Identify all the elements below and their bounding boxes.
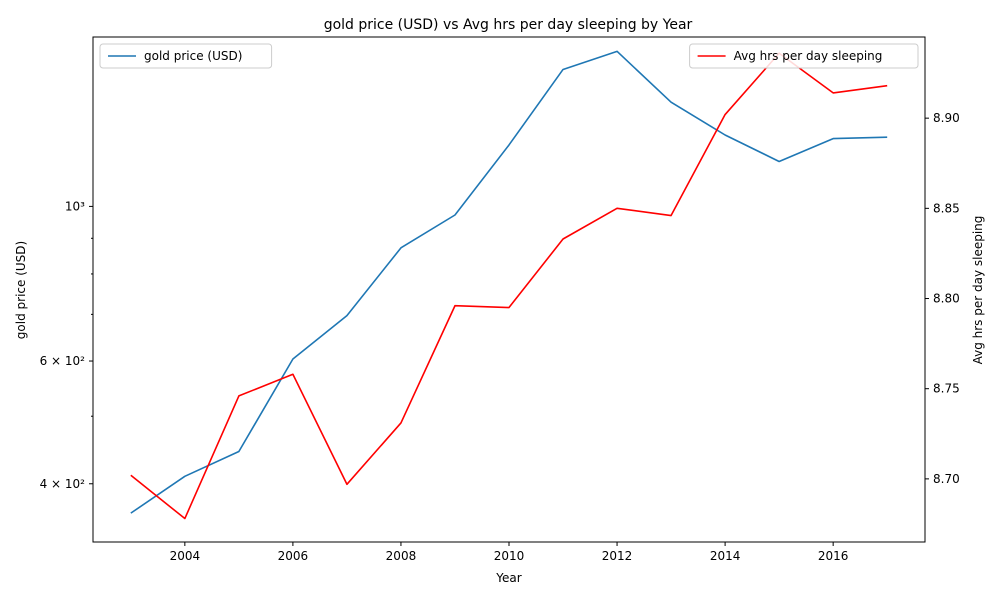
y-right-tick-label: 8.90 bbox=[933, 111, 960, 125]
legend-label-1: Avg hrs per day sleeping bbox=[734, 49, 883, 63]
chart-title: gold price (USD) vs Avg hrs per day slee… bbox=[324, 17, 693, 33]
lines-layer bbox=[130, 50, 888, 520]
ticks-layer: 2004 2006 2008 2010 2012 2014 2016 4 × 10² 6 × 1… bbox=[40, 111, 960, 563]
y-axis-right-label: Avg hrs per day sleeping bbox=[971, 216, 985, 365]
legend-box-1 bbox=[689, 43, 919, 69]
series-line-0 bbox=[130, 50, 888, 514]
y-right-tick-label: 8.70 bbox=[933, 472, 960, 486]
y-right-tick-label: 8.85 bbox=[933, 201, 960, 215]
y-left-tick-label: 6 × 10² bbox=[40, 354, 86, 368]
x-tick-label: 2010 bbox=[494, 549, 525, 563]
y-right-tick-label: 8.80 bbox=[933, 292, 960, 306]
x-tick-label: 2012 bbox=[602, 549, 633, 563]
x-tick-label: 2016 bbox=[818, 549, 849, 563]
plot-frame bbox=[92, 36, 926, 543]
legend-layer: gold price (USD) Avg hrs per day sleeping bbox=[99, 43, 919, 69]
x-tick-label: 2004 bbox=[170, 549, 201, 563]
legend-label-0: gold price (USD) bbox=[144, 49, 242, 63]
y-left-tick-label: 4 × 10² bbox=[40, 477, 86, 491]
series-line-1 bbox=[130, 52, 888, 520]
x-axis-label: Year bbox=[495, 571, 521, 585]
x-tick-label: 2006 bbox=[278, 549, 309, 563]
y-axis-left-label: gold price (USD) bbox=[14, 241, 28, 339]
y-right-tick-label: 8.75 bbox=[933, 382, 960, 396]
x-tick-label: 2014 bbox=[710, 549, 741, 563]
legend-box-0 bbox=[99, 43, 273, 69]
x-tick-label: 2008 bbox=[386, 549, 417, 563]
y-left-tick-label: 10³ bbox=[65, 199, 85, 213]
